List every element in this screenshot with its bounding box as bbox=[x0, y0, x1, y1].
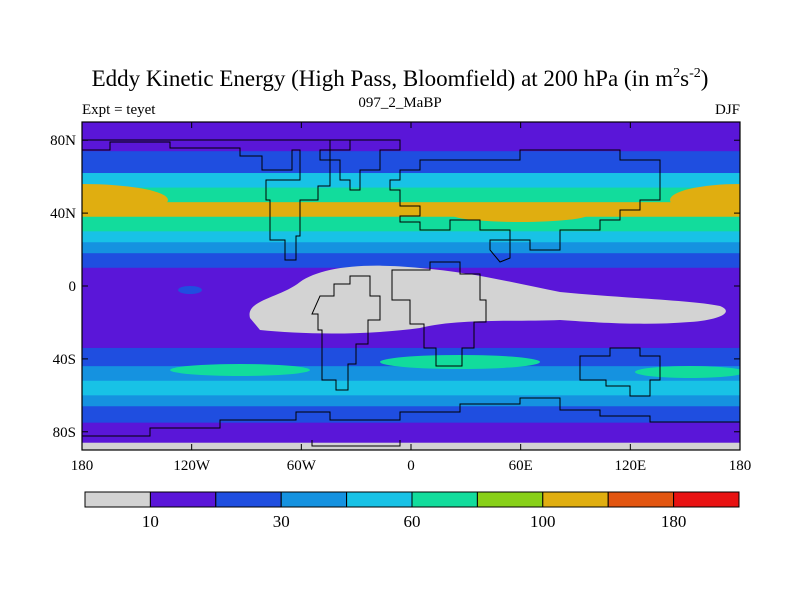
x-axis: 180 120W 60W 0 60E 120E 180 bbox=[71, 122, 752, 474]
y-tick-label: 40N bbox=[50, 206, 76, 222]
season-label: DJF bbox=[714, 102, 740, 118]
southern-jet-patch-indian bbox=[635, 366, 740, 378]
title-unit-exponent-2: -2 bbox=[689, 66, 701, 81]
x-tick-label: 180 bbox=[71, 458, 94, 474]
colorbar-label: 30 bbox=[273, 512, 290, 531]
contour-band bbox=[82, 380, 740, 396]
contour-band bbox=[82, 202, 740, 218]
x-tick-label: 120E bbox=[614, 458, 646, 474]
eke-core-north-atlantic bbox=[450, 206, 590, 222]
southern-jet-patch-pacific bbox=[170, 364, 310, 376]
title-unit-exponent-1: 2 bbox=[673, 66, 681, 81]
colorbar-swatch bbox=[607, 491, 675, 508]
contour-band bbox=[82, 406, 740, 424]
contour-band bbox=[82, 253, 740, 269]
contour-band bbox=[82, 422, 740, 440]
chart-title: Eddy Kinetic Energy (High Pass, Bloomfie… bbox=[91, 66, 709, 91]
south-america-outline bbox=[311, 275, 381, 391]
contour-band bbox=[82, 216, 740, 232]
eurasia-outline bbox=[389, 149, 661, 251]
colorbar-swatch bbox=[215, 491, 282, 508]
run-id-label: 097_2_MaBP bbox=[358, 95, 442, 111]
tropical-low-eke-region bbox=[249, 265, 726, 334]
southern-jet-patch-atlantic bbox=[380, 355, 540, 369]
colorbar-swatch bbox=[280, 491, 348, 508]
colorbar-label: 180 bbox=[661, 512, 687, 531]
contour-bands bbox=[82, 122, 740, 450]
india-outline bbox=[489, 239, 511, 263]
north-america-outline bbox=[82, 139, 351, 261]
y-axis: 80N 40N 0 40S 80S bbox=[50, 133, 740, 441]
y-tick-label: 80N bbox=[50, 133, 76, 149]
contour-band bbox=[82, 132, 740, 152]
contour-band bbox=[82, 173, 740, 189]
australia-outline bbox=[579, 347, 661, 397]
continent-outlines bbox=[82, 139, 740, 447]
colorbar-swatch bbox=[346, 491, 413, 508]
colorbar-label: 60 bbox=[404, 512, 421, 531]
tropical-minimum-patch bbox=[178, 286, 202, 294]
colorbar-swatch bbox=[542, 491, 609, 508]
contour-band bbox=[82, 187, 740, 203]
colorbar-swatch bbox=[673, 491, 740, 508]
contour-band bbox=[82, 439, 740, 444]
colorbar-label: 10 bbox=[142, 512, 159, 531]
antarctica-outline bbox=[82, 397, 740, 447]
y-tick-label: 80S bbox=[53, 425, 76, 441]
y-tick-label: 40S bbox=[53, 352, 76, 368]
contour-band bbox=[82, 231, 740, 243]
plot-area bbox=[82, 122, 740, 450]
colorbar: 10 30 60 100 180 bbox=[84, 491, 740, 531]
eke-core-north-pacific-east bbox=[82, 184, 168, 216]
colorbar-swatch bbox=[84, 491, 151, 508]
x-tick-label: 120W bbox=[173, 458, 211, 474]
contour-features bbox=[82, 184, 740, 378]
y-tick-label: 0 bbox=[69, 279, 77, 295]
contour-band bbox=[82, 395, 740, 407]
contour-band bbox=[82, 242, 740, 254]
x-tick-label: 60W bbox=[287, 458, 317, 474]
x-tick-label: 180 bbox=[729, 458, 752, 474]
colorbar-swatch bbox=[411, 491, 478, 508]
colorbar-label: 100 bbox=[530, 512, 556, 531]
contour-band bbox=[82, 151, 740, 174]
colorbar-swatch bbox=[476, 491, 544, 508]
greenland-outline bbox=[329, 139, 401, 191]
africa-outline bbox=[391, 261, 487, 367]
experiment-label: Expt = teyet bbox=[82, 102, 156, 118]
x-tick-label: 0 bbox=[407, 458, 415, 474]
x-tick-label: 60E bbox=[509, 458, 533, 474]
eke-core-north-pacific-west bbox=[670, 184, 740, 216]
colorbar-swatch bbox=[149, 491, 217, 508]
